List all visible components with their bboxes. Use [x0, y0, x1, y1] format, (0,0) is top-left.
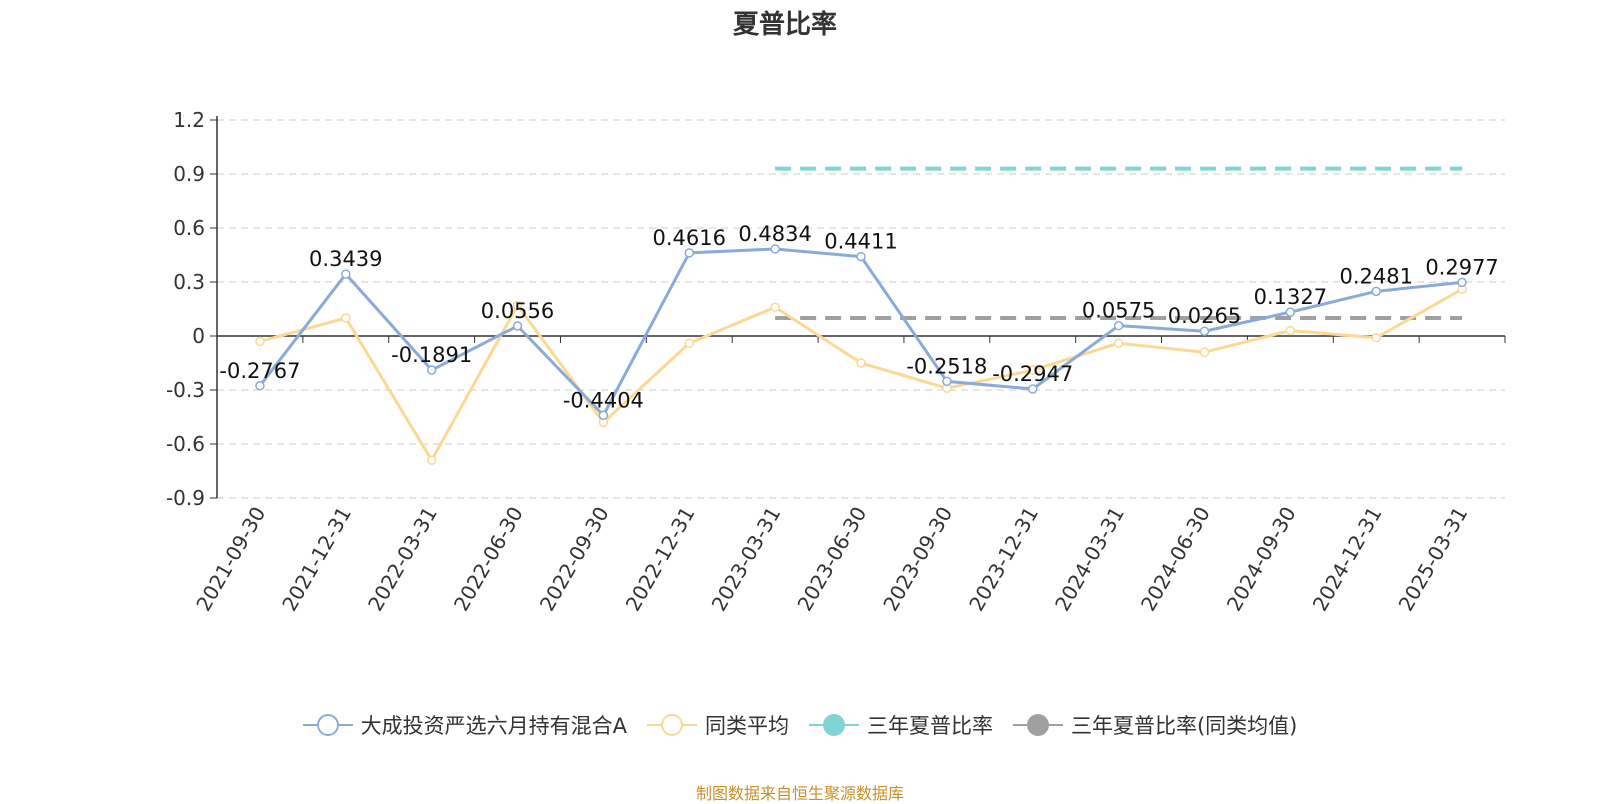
y-tick-label: 1.2: [173, 108, 205, 132]
legend-item-fund[interactable]: 大成投资严选六月持有混合A: [302, 710, 627, 740]
peer-average-point: [1113, 338, 1124, 348]
data-label: 0.4616: [653, 226, 726, 250]
y-tick-label: 0.6: [173, 216, 205, 240]
fund-point: [341, 269, 351, 279]
x-tick-label: 2024-06-30: [1136, 503, 1215, 616]
x-tick-label: 2024-12-31: [1308, 503, 1387, 616]
source-note: 制图数据来自恒生聚源数据库: [695, 784, 904, 803]
legend-item-peer-average[interactable]: 同类平均: [646, 710, 789, 740]
legend-item-three-year-sharpe[interactable]: 三年夏普比率: [808, 710, 993, 740]
data-label: 0.0556: [481, 299, 554, 323]
peer-average-point: [255, 336, 265, 347]
fund-point: [512, 321, 523, 331]
legend-marker-three-year-sharpe-peer: [1012, 714, 1063, 736]
x-tick-label: 2021-09-30: [191, 503, 270, 616]
y-tick-label: 0: [192, 324, 205, 348]
x-tick-label: 2023-12-31: [964, 503, 1043, 616]
fund-point: [770, 244, 780, 254]
peer-average-point: [1285, 325, 1296, 336]
x-tick-label: 2022-03-31: [363, 502, 442, 615]
peer-average-point: [1027, 365, 1038, 375]
x-tick-label: 2023-03-31: [707, 503, 786, 616]
data-label: 0.0575: [1082, 299, 1155, 323]
x-tick-label: 2024-09-30: [1222, 503, 1301, 616]
data-label: 0.3439: [309, 247, 382, 271]
data-label: 0.4834: [738, 222, 811, 246]
fund-point: [1457, 277, 1467, 288]
chart-title: 夏普比率: [732, 10, 837, 40]
x-tick-label: 2023-06-30: [792, 503, 871, 616]
data-label: -0.1891: [391, 343, 472, 367]
fund-point: [942, 376, 952, 387]
data-label: 0.2481: [1339, 264, 1412, 288]
y-tick-label: -0.6: [166, 432, 205, 456]
fund-point: [1371, 286, 1381, 297]
fund-point: [255, 381, 265, 391]
fund-point: [598, 410, 609, 421]
peer-average-point: [684, 338, 695, 348]
data-label: -0.2518: [906, 354, 987, 378]
legend-label-three-year-sharpe: 三年夏普比率: [866, 714, 993, 738]
fund-point: [1113, 320, 1124, 331]
y-tick-label: -0.9: [166, 486, 205, 510]
fund-point: [1285, 307, 1296, 317]
fund-point: [426, 365, 437, 375]
legend-label-three-year-sharpe-peer: 三年夏普比率(同类均值): [1070, 714, 1298, 738]
x-tick-label: 2021-12-31: [277, 503, 356, 616]
peer-average-point: [1371, 333, 1381, 343]
data-label: -0.4404: [563, 388, 644, 412]
x-tick-label: 2022-09-30: [535, 503, 614, 616]
y-tick-label: -0.3: [166, 378, 205, 402]
peer-average-point: [512, 300, 523, 311]
peer-average-point: [341, 313, 351, 323]
x-tick-label: 2022-12-31: [621, 503, 700, 616]
fund-point: [1027, 384, 1038, 394]
legend: 大成投资严选六月持有混合A 同类平均 三年夏普比率 三年夏普比率(同类均值): [0, 708, 1600, 742]
legend-label-fund: 大成投资严选六月持有混合A: [360, 714, 627, 738]
fund-point: [1199, 326, 1210, 336]
x-tick-label: 2024-03-31: [1050, 503, 1129, 616]
peer-average-point: [1199, 347, 1210, 357]
peer-average-point: [426, 455, 437, 465]
legend-item-three-year-sharpe-peer[interactable]: 三年夏普比率(同类均值): [1012, 710, 1298, 740]
data-label: -0.2767: [219, 359, 300, 383]
x-tick-label: 2023-09-30: [878, 503, 957, 616]
x-tick-label: 2022-06-30: [449, 503, 528, 616]
data-label: 0.0265: [1168, 304, 1241, 328]
x-tick-label: 2025-03-31: [1393, 503, 1472, 616]
data-label: 0.2977: [1425, 255, 1498, 279]
peer-average-point: [856, 358, 866, 368]
legend-marker-three-year-sharpe: [808, 714, 859, 736]
data-label: 0.1327: [1254, 285, 1327, 309]
peer-average-point: [770, 302, 780, 312]
fund-point: [684, 248, 695, 258]
data-label: -0.2947: [992, 362, 1073, 386]
y-tick-label: 0.3: [173, 270, 205, 294]
legend-marker-peer-average: [646, 714, 697, 736]
y-tick-label: 0.9: [173, 162, 205, 186]
fund-point: [856, 251, 866, 262]
data-label: 0.4411: [824, 230, 897, 254]
legend-label-peer-average: 同类平均: [704, 714, 789, 738]
legend-marker-fund: [302, 714, 353, 736]
